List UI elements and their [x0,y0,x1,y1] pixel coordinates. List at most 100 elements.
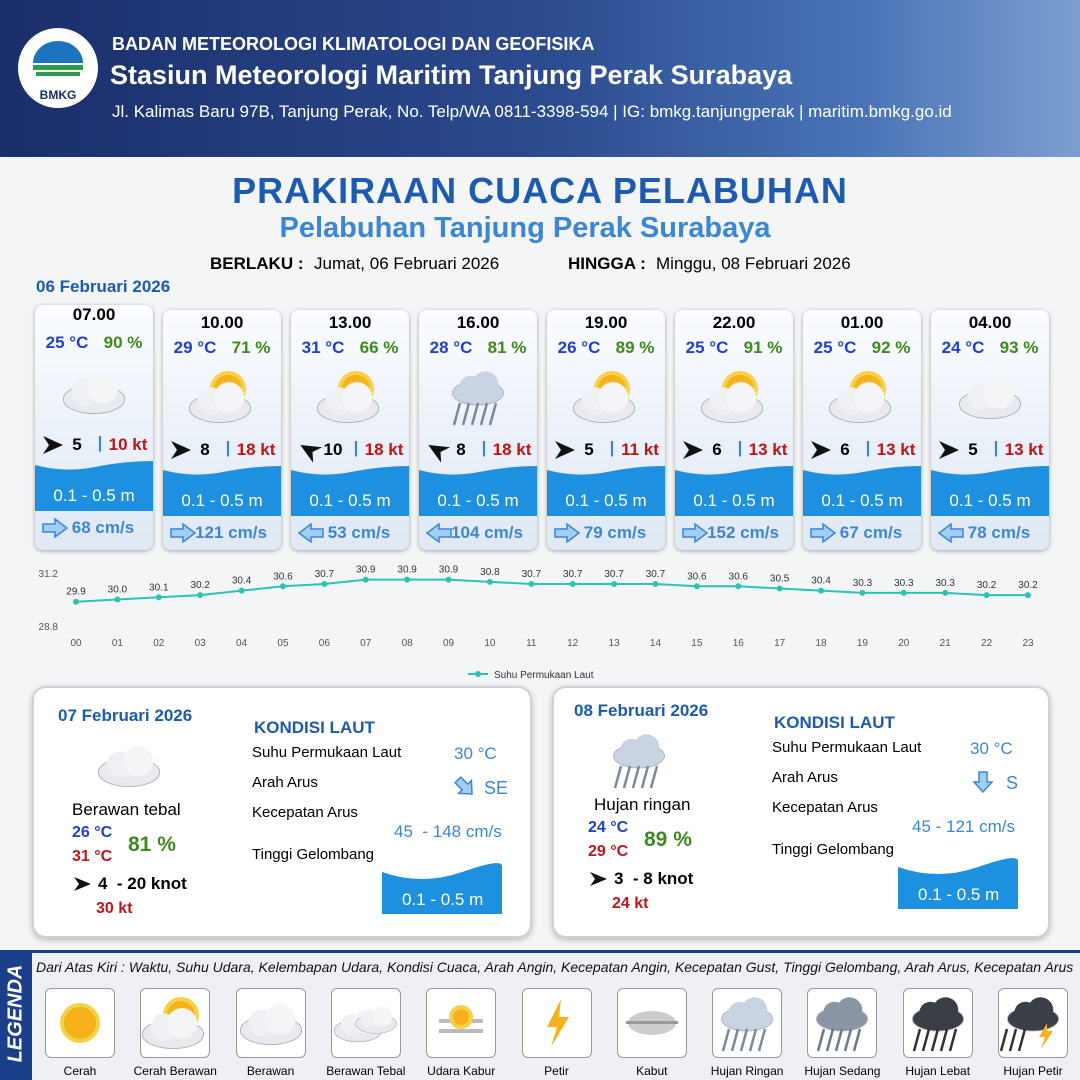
sst-label: Suhu Permukaan Laut [772,739,922,756]
legend-icon-box [521,988,592,1058]
sst-point [528,581,535,588]
sst-value-label: 30.6 [687,571,707,582]
icon-part [419,466,537,516]
gust: 13 kt [1004,440,1044,459]
legend-marker [475,671,481,677]
icon-part [428,445,451,463]
icon-part [572,382,636,424]
sst-point [652,581,659,588]
slot-time: 07.00 [72,305,116,324]
sea-title: KONDISI LAUT [774,713,895,732]
current-arrow [425,522,452,544]
legend-item-name: Hujan Ringan [710,1064,784,1078]
separator: | [97,433,103,452]
legend-icon-box [235,988,306,1058]
sst-point [735,583,742,590]
icon-part [454,776,473,795]
weather-icon [817,362,907,432]
icon-part [640,765,650,789]
sst-value-label: 30.4 [811,576,831,587]
daily-humidity: 89 % [644,828,692,851]
slot-temp: 25 °C [813,338,857,357]
x-tick-label: 08 [402,638,414,649]
wave-label: Tinggi Gelombang [252,846,375,863]
icon-part [597,382,629,413]
header: BMKG BADAN METEOROLOGI KLIMATOLOGI DAN G… [0,0,1080,157]
legend-item-name: Cerah [63,1064,97,1078]
wind-arrow [937,438,961,462]
icon-part [682,522,709,544]
icon-part [816,997,869,1032]
icon-part [911,997,964,1052]
icon-part [449,1005,474,1029]
gust: 18 kt [364,440,404,459]
icon-part [682,522,709,544]
to-date: Minggu, 08 Februari 2026 [656,254,851,273]
current-speed: 68 cm/s [71,518,135,537]
icon-part [472,371,499,397]
wave-height: 0.1 - 0.5 m [309,491,391,510]
slot-temp: 28 °C [429,338,473,357]
sst-value-label: 30.0 [108,585,128,596]
icon-part [613,765,623,789]
slot-humidity: 81 % [487,338,527,357]
icon-part [999,1028,1009,1052]
agency: BADAN METEOROLOGI KLIMATOLOGI DAN GEOFIS… [112,34,595,54]
slot-temp: 31 °C [301,338,345,357]
logo-band [36,72,80,76]
icon-part [60,1003,100,1043]
separator: | [481,438,487,457]
wind-speed: 5 [968,440,978,459]
gust: 10 kt [108,435,148,454]
legend-item-name: Hujan Lebat [905,1064,971,1078]
icon-part [675,466,793,516]
sst-value-label: 30.9 [439,565,459,576]
address: Jl. Kalimas Baru 97B, Tanjung Perak, No.… [112,102,952,121]
wind-speed: 6 [712,440,722,459]
icon-part [633,734,660,760]
wind-arrow [588,869,608,889]
slot-time: 22.00 [712,313,756,332]
subtitle: Pelabuhan Tanjung Perak Surabaya [279,212,771,244]
x-tick-label: 03 [195,638,207,649]
current-arrow [170,522,197,544]
wave-bg [931,460,1049,516]
sst-line [75,578,1028,603]
legend-item-name: Udara Kabur [427,1064,496,1078]
slot-humidity: 93 % [999,338,1039,357]
legend-icon-box [330,988,401,1058]
daily-wind: 3 - 8 knot [614,869,694,888]
icon-part [74,877,91,891]
separator: | [609,438,615,457]
daily-temp-max: 31 °C [72,848,113,865]
sst-point [859,589,866,596]
wave-height: 0.1 - 0.5 m [437,491,519,510]
x-tick-label: 10 [484,638,496,649]
legend-item-name: Berawan Tebal [326,1064,406,1078]
icon-part [835,1028,844,1052]
legend-item-name: Hujan Petir [1003,1064,1063,1078]
icon-part [452,402,462,426]
icon-part [631,765,641,789]
sea-title: KONDISI LAUT [254,718,375,737]
x-tick-label: 05 [277,638,289,649]
x-tick-label: 04 [236,638,248,649]
slot-card: 22.00 25 °C 91 % 6 | 13 kt 0.1 - 0.5 m 152 cm/s [675,310,793,550]
icon-part [371,1006,393,1027]
icon-part [853,382,885,413]
icon-part [999,997,1059,1052]
icon-part [931,466,1049,516]
icon-part [382,863,502,914]
sst-value-label: 30.3 [935,578,955,589]
separator: | [865,438,871,457]
icon-part [741,997,768,1023]
icon-part [613,734,665,769]
sst-point [818,587,825,594]
icon-part [425,522,452,544]
sst-value-label: 30.2 [1018,580,1038,591]
icon-part [300,445,323,463]
daily-wind: 4 - 20 knot [98,874,187,893]
daily-temp-min: 24 °C [588,819,629,836]
icon-part [163,466,281,516]
legend-icon-box [807,988,878,1058]
